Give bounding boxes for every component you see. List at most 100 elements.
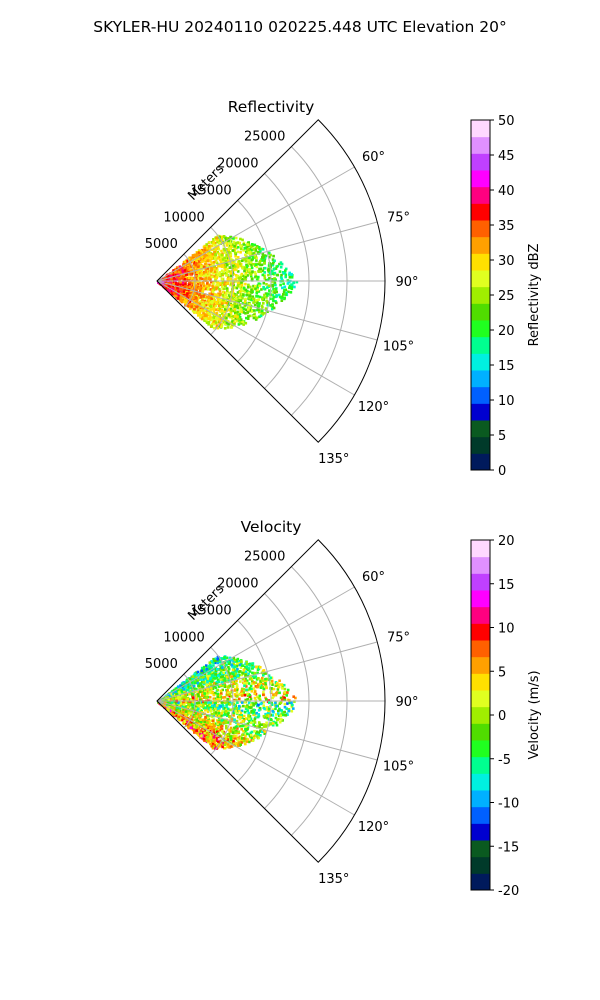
echo-gate: [233, 744, 237, 747]
echo-gate: [274, 283, 277, 287]
echo-gate: [220, 269, 224, 273]
echo-gate: [235, 729, 238, 733]
echo-gate: [240, 709, 244, 713]
echo-gate: [258, 694, 261, 698]
echo-gate: [254, 287, 257, 290]
echo-gate: [212, 731, 216, 735]
echo-gate: [212, 697, 216, 701]
echo-gate: [171, 273, 174, 277]
echo-gate: [259, 314, 263, 318]
echo-gate: [184, 701, 187, 704]
echo-gate: [217, 709, 221, 712]
echo-gate: [223, 301, 226, 305]
echo-gate: [216, 307, 220, 311]
echo-gate: [188, 263, 191, 267]
echo-gate: [253, 271, 257, 274]
echo-gate: [244, 276, 248, 279]
echo-gate: [229, 715, 232, 719]
echo-gate: [235, 719, 239, 723]
echo-gate: [232, 664, 235, 668]
echo-gate: [284, 275, 287, 279]
echo-gate: [219, 678, 222, 681]
echo-gate: [207, 707, 211, 710]
echo-gate: [218, 293, 222, 297]
echo-gate: [222, 270, 225, 273]
echo-gate: [269, 676, 272, 680]
echo-gate: [263, 266, 267, 270]
echo-gate: [257, 282, 261, 285]
echo-gate: [223, 685, 227, 688]
echo-gate: [261, 269, 265, 273]
echo-gate: [216, 238, 220, 242]
echo-gate: [227, 665, 230, 669]
echo-gate: [189, 273, 193, 276]
echo-gate: [232, 709, 236, 713]
echo-gate: [206, 258, 210, 262]
echo-gate: [220, 272, 224, 276]
echo-gate: [238, 260, 241, 263]
echo-gate: [287, 708, 291, 711]
echo-gate: [233, 267, 237, 271]
echo-gate: [182, 288, 185, 291]
echo-gate: [262, 672, 266, 675]
echo-gate: [191, 309, 195, 313]
echo-gate: [180, 294, 184, 298]
echo-gate: [254, 732, 258, 735]
echo-gate: [227, 276, 230, 279]
echo-gate: [226, 707, 230, 711]
echo-gate: [180, 266, 183, 270]
echo-gate: [192, 714, 195, 717]
echo-gate: [258, 725, 261, 728]
echo-gate: [243, 701, 247, 704]
echo-gate: [196, 727, 200, 731]
echo-gate: [234, 236, 238, 240]
echo-gate: [225, 316, 228, 320]
echo-gate: [199, 257, 202, 260]
echo-gate: [203, 248, 207, 252]
echo-gate: [279, 265, 283, 269]
echo-gate: [261, 256, 264, 259]
echo-gate: [245, 665, 248, 669]
echo-gate: [286, 282, 290, 285]
echo-gate: [210, 325, 214, 328]
echo-gate: [259, 702, 263, 706]
echo-gate: [287, 709, 291, 713]
echo-gate: [267, 270, 271, 273]
echo-gate: [244, 312, 247, 315]
echo-gate: [238, 724, 242, 728]
echo-gate: [222, 720, 226, 724]
echo-gate: [204, 318, 208, 321]
echo-gate: [212, 238, 215, 241]
echo-gate: [252, 248, 256, 251]
echo-gate: [245, 248, 249, 252]
echo-gate: [251, 679, 254, 683]
echo-gate: [231, 297, 234, 301]
echo-gate: [200, 680, 204, 684]
echo-gate: [211, 300, 214, 303]
echo-gate: [232, 299, 235, 303]
echo-gate: [263, 261, 266, 265]
echo-gate: [234, 737, 237, 740]
echo-gate: [235, 707, 238, 710]
echo-gate: [180, 693, 184, 697]
echo-gate: [242, 307, 246, 311]
echo-gate: [205, 683, 208, 687]
echo-gate: [210, 668, 214, 672]
echo-gate: [212, 664, 215, 667]
echo-gate: [241, 320, 244, 323]
echo-gate: [254, 318, 258, 321]
echo-gate: [247, 705, 250, 709]
echo-gate: [266, 278, 270, 281]
colorbar-swatch: [471, 186, 490, 204]
echo-gate: [190, 265, 193, 268]
echo-gate: [214, 711, 218, 714]
echo-gate: [272, 306, 276, 310]
echo-gate: [240, 245, 243, 248]
echo-gate: [259, 270, 263, 273]
echo-gate: [279, 261, 283, 264]
echo-gate: [250, 690, 254, 693]
echo-gate: [184, 285, 187, 288]
echo-gate: [235, 742, 238, 746]
echo-gate: [210, 715, 214, 719]
echo-gate: [230, 665, 234, 668]
